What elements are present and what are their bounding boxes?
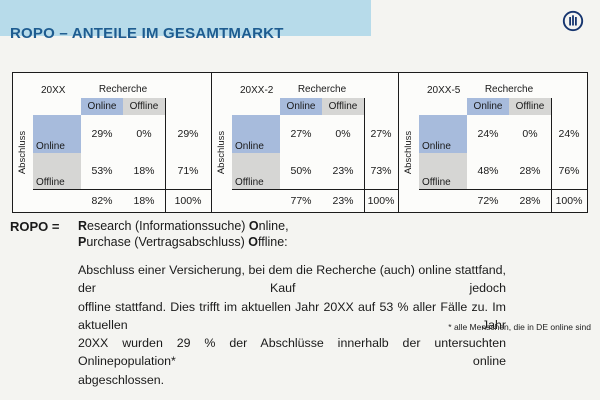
definition-line-research: Research (Informationssuche) Online, [78, 219, 289, 233]
cell-offline-offline: 23% [332, 165, 354, 177]
col-header-online: Online [467, 98, 509, 115]
totals-row-divider [33, 189, 211, 191]
row-header-online: Online [232, 115, 280, 153]
col-total-offline: 18% [133, 194, 155, 207]
cell-online-offline: 0% [335, 128, 351, 140]
row-total-online: 29% [177, 128, 199, 140]
abschluss-axis-label: Abschluss [216, 130, 228, 174]
cell-online-online: 27% [290, 128, 312, 140]
col-header-online: Online [81, 98, 123, 115]
cell-offline-offline: 18% [133, 165, 155, 177]
col-header-offline: Offline [509, 98, 551, 115]
totals-row-divider [419, 189, 587, 191]
row-total-offline: 76% [558, 165, 580, 177]
col-header-offline: Offline [123, 98, 165, 115]
totals-column-divider [165, 98, 167, 212]
col-total-online: 77% [290, 194, 312, 207]
table-year-label: 20XX-5 [427, 85, 461, 96]
row-header-offline: Offline [232, 153, 280, 189]
grand-total: 100% [555, 194, 583, 207]
recherche-axis-label: Recherche [297, 84, 347, 95]
definition-line-purchase: Purchase (Vertragsabschluss) Offline: [78, 234, 288, 249]
abschluss-axis-label: Abschluss [403, 130, 415, 174]
recherche-axis-label: Recherche [98, 84, 148, 95]
totals-column-divider [364, 98, 366, 212]
cell-offline-online: 48% [477, 165, 499, 177]
recherche-axis-label: Recherche [484, 84, 534, 95]
row-header-online: Online [33, 115, 81, 153]
header-banner [0, 0, 371, 36]
cell-offline-online: 50% [290, 165, 312, 177]
row-header-offline: Offline [419, 153, 467, 189]
ropo-tables-strip: 20XX Recherche Online Offline Abschluss … [12, 72, 588, 213]
row-header-offline: Offline [33, 153, 81, 189]
col-header-offline: Offline [322, 98, 364, 115]
ropo-definition: Research (Informationssuche) Online, Pur… [78, 219, 289, 250]
paragraph-line: offline stattfand. Dies trifft im aktuel… [78, 299, 506, 332]
cell-offline-offline: 28% [519, 165, 541, 177]
col-total-offline: 28% [519, 194, 541, 207]
allianz-logo-icon [562, 10, 584, 32]
row-total-online: 24% [558, 128, 580, 140]
ropo-table-20xx: 20XX Recherche Online Offline Abschluss … [13, 73, 212, 212]
table-year-label: 20XX [41, 85, 66, 96]
col-total-offline: 23% [332, 194, 354, 207]
grand-total: 100% [367, 194, 395, 207]
cell-online-offline: 0% [136, 128, 152, 140]
ropo-table-20xx-2: 20XX-2 Recherche Online Offline Abschlus… [212, 73, 399, 212]
paragraph-line: Abschluss einer Versicherung, bei dem di… [78, 263, 506, 296]
grand-total: 100% [174, 194, 202, 207]
totals-row-divider [232, 189, 398, 191]
cell-online-online: 24% [477, 128, 499, 140]
paragraph-line: abgeschlossen. [78, 372, 165, 387]
paragraph-line: 20XX wurden 29 % der Abschlüsse innerhal… [78, 336, 506, 369]
col-total-online: 82% [91, 194, 113, 207]
row-total-offline: 71% [177, 165, 199, 177]
col-total-online: 72% [477, 194, 499, 207]
table-year-label: 20XX-2 [240, 85, 274, 96]
footnote: * alle Menschen, die in DE online sind [448, 322, 591, 332]
row-total-online: 27% [370, 128, 392, 140]
abschluss-axis-label: Abschluss [17, 130, 29, 174]
ropo-table-20xx-5: 20XX-5 Recherche Online Offline Abschlus… [399, 73, 587, 212]
totals-column-divider [551, 98, 553, 212]
ropo-term: ROPO = [10, 219, 60, 234]
cell-offline-online: 53% [91, 165, 113, 177]
cell-online-offline: 0% [522, 128, 538, 140]
row-total-offline: 73% [370, 165, 392, 177]
explanation-paragraph: Abschluss einer Versicherung, bei dem di… [78, 261, 506, 389]
cell-online-online: 29% [91, 128, 113, 140]
page-title: ROPO – ANTEILE IM GESAMTMARKT [10, 25, 284, 42]
row-header-online: Online [419, 115, 467, 153]
col-header-online: Online [280, 98, 322, 115]
